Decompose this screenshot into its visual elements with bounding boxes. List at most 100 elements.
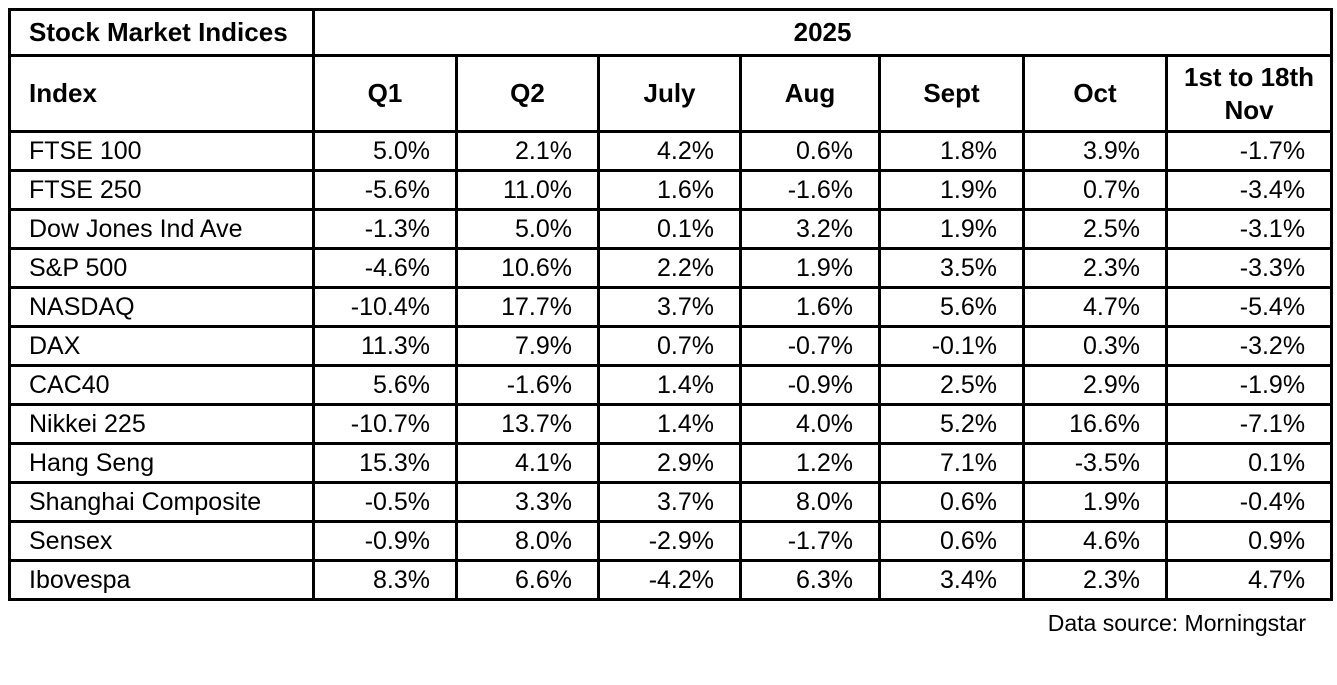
value-cell: -4.2% <box>597 559 742 601</box>
value-cell: 6.3% <box>739 559 881 601</box>
value-cell: -3.5% <box>1022 442 1168 484</box>
value-cell: 3.7% <box>597 481 742 523</box>
column-header-aug: Aug <box>739 54 881 133</box>
value-cell: 6.6% <box>455 559 600 601</box>
column-header-oct: Oct <box>1022 54 1168 133</box>
value-cell: 2.3% <box>1022 247 1168 289</box>
value-cell: 1.9% <box>1022 481 1168 523</box>
value-cell: 16.6% <box>1022 403 1168 445</box>
value-cell: 2.2% <box>597 247 742 289</box>
index-cell: FTSE 100 <box>8 130 315 172</box>
year-header: 2025 <box>311 8 1334 57</box>
value-cell: 4.7% <box>1164 559 1334 601</box>
value-cell: 17.7% <box>455 286 600 328</box>
value-cell: -1.6% <box>455 364 600 406</box>
value-cell: 11.0% <box>455 169 600 211</box>
value-cell: 5.6% <box>312 364 458 406</box>
value-cell: 7.9% <box>455 325 600 367</box>
index-cell: Sensex <box>8 520 315 562</box>
value-cell: 3.9% <box>1022 130 1168 172</box>
value-cell: -0.1% <box>878 325 1025 367</box>
value-cell: 5.0% <box>312 130 458 172</box>
value-cell: 1.4% <box>597 364 742 406</box>
index-cell: NASDAQ <box>8 286 315 328</box>
value-cell: 2.5% <box>1022 208 1168 250</box>
title-row: Stock Market Indices 2025 <box>8 8 1334 57</box>
value-cell: -2.9% <box>597 520 742 562</box>
value-cell: 2.1% <box>455 130 600 172</box>
column-header-july: July <box>597 54 742 133</box>
index-cell: Dow Jones Ind Ave <box>8 208 315 250</box>
value-cell: -0.9% <box>739 364 881 406</box>
value-cell: -3.4% <box>1164 169 1334 211</box>
value-cell: 1.9% <box>739 247 881 289</box>
value-cell: 2.3% <box>1022 559 1168 601</box>
value-cell: -3.2% <box>1164 325 1334 367</box>
stock-indices-table: Stock Market Indices 2025 Index Q1 Q2 July… <box>8 8 1334 601</box>
value-cell: 1.6% <box>739 286 881 328</box>
value-cell: -7.1% <box>1164 403 1334 445</box>
value-cell: 0.1% <box>597 208 742 250</box>
index-cell: Nikkei 225 <box>8 403 315 445</box>
value-cell: 1.6% <box>597 169 742 211</box>
value-cell: 1.8% <box>878 130 1025 172</box>
value-cell: 3.7% <box>597 286 742 328</box>
value-cell: -3.3% <box>1164 247 1334 289</box>
value-cell: 8.3% <box>312 559 458 601</box>
table-row: DAX 11.3% 7.9% 0.7% -0.7% -0.1% 0.3% -3.2% <box>8 325 1334 367</box>
value-cell: -5.4% <box>1164 286 1334 328</box>
index-cell: Hang Seng <box>8 442 315 484</box>
value-cell: 4.1% <box>455 442 600 484</box>
value-cell: 4.7% <box>1022 286 1168 328</box>
value-cell: 0.3% <box>1022 325 1168 367</box>
value-cell: 0.7% <box>1022 169 1168 211</box>
value-cell: 5.0% <box>455 208 600 250</box>
column-header-q2: Q2 <box>455 54 600 133</box>
column-header-row: Index Q1 Q2 July Aug Sept Oct 1st to 18th Nov <box>8 54 1334 133</box>
value-cell: 5.6% <box>878 286 1025 328</box>
table-row: FTSE 250 -5.6% 11.0% 1.6% -1.6% 1.9% 0.7% -3.4% <box>8 169 1334 211</box>
index-column-header: Index <box>8 54 315 133</box>
value-cell: -0.5% <box>312 481 458 523</box>
value-cell: 4.0% <box>739 403 881 445</box>
column-header-sept: Sept <box>878 54 1025 133</box>
value-cell: 15.3% <box>312 442 458 484</box>
table-row: Sensex -0.9% 8.0% -2.9% -1.7% 0.6% 4.6% 0.9% <box>8 520 1334 562</box>
value-cell: -4.6% <box>312 247 458 289</box>
value-cell: 5.2% <box>878 403 1025 445</box>
value-cell: 8.0% <box>455 520 600 562</box>
value-cell: -0.9% <box>312 520 458 562</box>
value-cell: 7.1% <box>878 442 1025 484</box>
table-row: FTSE 100 5.0% 2.1% 4.2% 0.6% 1.8% 3.9% -1.7% <box>8 130 1334 172</box>
value-cell: 2.9% <box>1022 364 1168 406</box>
value-cell: 0.6% <box>739 130 881 172</box>
value-cell: 3.3% <box>455 481 600 523</box>
value-cell: 1.2% <box>739 442 881 484</box>
value-cell: 1.9% <box>878 169 1025 211</box>
table-title: Stock Market Indices <box>8 8 315 57</box>
value-cell: 4.6% <box>1022 520 1168 562</box>
value-cell: 3.2% <box>739 208 881 250</box>
table-row: Shanghai Composite -0.5% 3.3% 3.7% 8.0% 0.6% 1… <box>8 481 1334 523</box>
value-cell: -5.6% <box>312 169 458 211</box>
value-cell: -1.9% <box>1164 364 1334 406</box>
value-cell: 0.6% <box>878 520 1025 562</box>
value-cell: -0.4% <box>1164 481 1334 523</box>
value-cell: 3.5% <box>878 247 1025 289</box>
value-cell: -1.7% <box>739 520 881 562</box>
value-cell: 0.6% <box>878 481 1025 523</box>
value-cell: 1.9% <box>878 208 1025 250</box>
value-cell: 2.9% <box>597 442 742 484</box>
value-cell: 0.7% <box>597 325 742 367</box>
value-cell: 0.9% <box>1164 520 1334 562</box>
value-cell: 2.5% <box>878 364 1025 406</box>
value-cell: 3.4% <box>878 559 1025 601</box>
index-cell: FTSE 250 <box>8 169 315 211</box>
table-row: Dow Jones Ind Ave -1.3% 5.0% 0.1% 3.2% 1.9% 2.… <box>8 208 1334 250</box>
value-cell: -1.6% <box>739 169 881 211</box>
value-cell: 0.1% <box>1164 442 1334 484</box>
column-header-q1: Q1 <box>312 54 458 133</box>
table-row: NASDAQ -10.4% 17.7% 3.7% 1.6% 5.6% 4.7% -5.4% <box>8 286 1334 328</box>
value-cell: -1.7% <box>1164 130 1334 172</box>
